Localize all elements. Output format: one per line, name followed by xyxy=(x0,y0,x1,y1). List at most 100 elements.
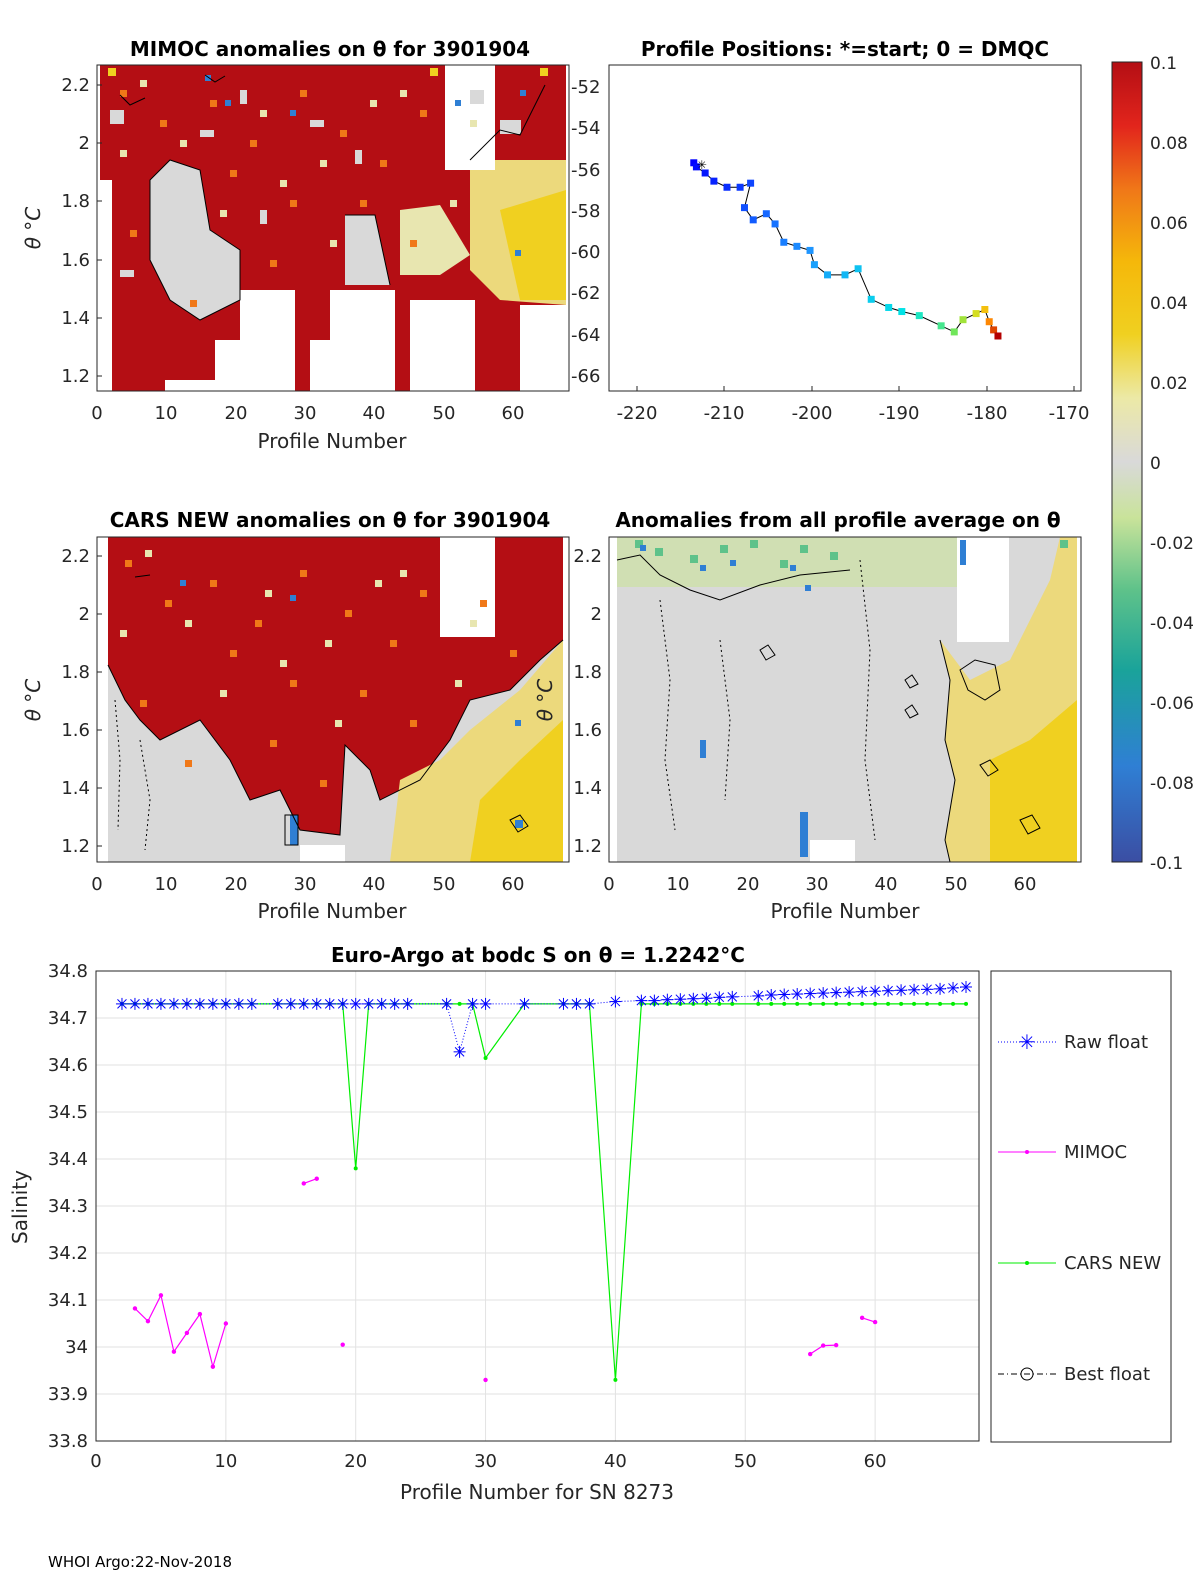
raw-float-point xyxy=(921,983,934,996)
cars-new-point xyxy=(847,1001,852,1006)
cars-new-point xyxy=(769,1001,774,1006)
lat-tick: -54 xyxy=(571,118,600,139)
salinity-xlabel: Profile Number for SN 8273 xyxy=(400,1480,674,1504)
profile-position-point xyxy=(692,163,700,171)
profile-position-point xyxy=(994,332,1002,340)
salinity-ytick: 33.8 xyxy=(48,1431,88,1452)
profile-position-point xyxy=(701,169,709,177)
mimoc-line xyxy=(861,1317,876,1323)
lat-tick: -56 xyxy=(571,160,600,181)
profile-position-point xyxy=(898,308,906,316)
mimoc-point xyxy=(314,1176,319,1181)
average-xtick: 50 xyxy=(945,874,968,895)
raw-float-point xyxy=(843,986,856,999)
cars-new-point xyxy=(717,1001,722,1006)
cars-xtick: 40 xyxy=(363,874,386,895)
salinity-xtick: 0 xyxy=(90,1451,101,1472)
cars-xtick: 10 xyxy=(155,874,178,895)
salinity-xtick: 30 xyxy=(474,1451,497,1472)
mimoc-point xyxy=(301,1181,306,1186)
colorbar-tick: 0.08 xyxy=(1150,134,1188,154)
cars-new-point xyxy=(938,1001,943,1006)
salinity-ytick: 34.6 xyxy=(48,1055,88,1076)
mimoc-point xyxy=(210,1364,216,1369)
raw-float-point xyxy=(804,987,817,1000)
cars-new-point xyxy=(912,1001,917,1006)
legend-best-float: Best float xyxy=(998,1364,1150,1385)
colorbar-tick: -0.02 xyxy=(1150,534,1194,554)
cars-ylabel: θ °C xyxy=(21,679,45,722)
cars-ytick: 1.6 xyxy=(61,720,90,741)
raw-float-point xyxy=(323,997,336,1010)
mimoc-point xyxy=(132,1306,138,1311)
raw-float-point xyxy=(778,988,791,1001)
profile-position-point xyxy=(841,271,849,279)
raw-float-point xyxy=(661,993,674,1006)
mimoc-point xyxy=(197,1311,203,1317)
cars-new-point xyxy=(483,1055,488,1060)
mimoc-point xyxy=(340,1342,345,1347)
raw-float-point xyxy=(349,997,362,1010)
cars-new-point xyxy=(353,1166,358,1171)
start-marker-icon: ✳ xyxy=(697,158,707,172)
salinity-ytick: 34.1 xyxy=(48,1290,88,1311)
raw-float-point xyxy=(219,997,232,1010)
raw-float-point xyxy=(557,997,570,1010)
average-ytick: 2 xyxy=(591,604,602,625)
raw-float-point xyxy=(674,993,687,1006)
average-xtick: 60 xyxy=(1014,874,1037,895)
lon-tick: -180 xyxy=(967,403,1008,424)
average-ytick: 1.2 xyxy=(573,836,602,857)
profile-position-point xyxy=(771,220,779,228)
salinity-xtick: 50 xyxy=(734,1451,757,1472)
profile-position-point xyxy=(810,261,818,269)
lon-tick: -210 xyxy=(704,403,745,424)
mimoc-ytick: 1.2 xyxy=(61,366,90,387)
cars-new-point xyxy=(899,1001,904,1006)
mimoc-xtick: 10 xyxy=(155,403,178,424)
cars-ytick: 1.8 xyxy=(61,662,90,683)
raw-float-point xyxy=(791,988,804,1001)
average-ytick: 1.4 xyxy=(573,778,602,799)
legend-cars-new: CARS NEW xyxy=(998,1253,1161,1274)
raw-float-point xyxy=(856,985,869,998)
cars-heatmap xyxy=(97,537,564,862)
mimoc-ylabel: θ °C xyxy=(21,207,45,250)
raw-float-point xyxy=(115,997,128,1010)
lat-tick: -62 xyxy=(571,283,600,304)
positions-track: ✳ xyxy=(690,158,1002,340)
cars-new-point xyxy=(756,1001,761,1006)
mimoc-anomaly-panel: MIMOC anomalies on θ for 3901904 xyxy=(21,37,600,453)
raw-float-point xyxy=(388,997,401,1010)
colorbar-tick: 0.04 xyxy=(1150,294,1188,314)
mimoc-point xyxy=(171,1349,177,1354)
profile-positions-panel: Profile Positions: *=start; 0 = DMQC ✳ -… xyxy=(608,37,1090,424)
salinity-title: Euro-Argo at bodc S on θ = 1.2242°C xyxy=(331,943,745,967)
raw-float-point xyxy=(570,997,583,1010)
mimoc-xtick: 40 xyxy=(363,403,386,424)
cars-xtick: 60 xyxy=(502,874,525,895)
raw-float-point xyxy=(583,997,596,1010)
lon-tick: -170 xyxy=(1049,403,1090,424)
raw-float-point xyxy=(830,986,843,999)
profile-position-point xyxy=(959,316,967,324)
average-ytick: 1.6 xyxy=(573,720,602,741)
profile-position-point xyxy=(710,177,718,185)
average-xtick: 10 xyxy=(667,874,690,895)
cars-new-point xyxy=(795,1001,800,1006)
raw-float-point xyxy=(310,997,323,1010)
raw-float-point xyxy=(518,997,531,1010)
average-xtick: 40 xyxy=(875,874,898,895)
mimoc-xtick: 60 xyxy=(502,403,525,424)
mimoc-point xyxy=(145,1318,151,1324)
raw-float-point xyxy=(479,997,492,1010)
cars-xtick: 0 xyxy=(91,874,102,895)
colorbar-tick: 0.1 xyxy=(1150,54,1177,74)
cars-new-point xyxy=(457,1001,462,1006)
mimoc-line xyxy=(303,1178,317,1185)
cars-new-point xyxy=(886,1001,891,1006)
colorbar-tick: 0.02 xyxy=(1150,374,1188,394)
profile-position-point xyxy=(780,238,788,246)
profile-position-point xyxy=(972,310,980,318)
